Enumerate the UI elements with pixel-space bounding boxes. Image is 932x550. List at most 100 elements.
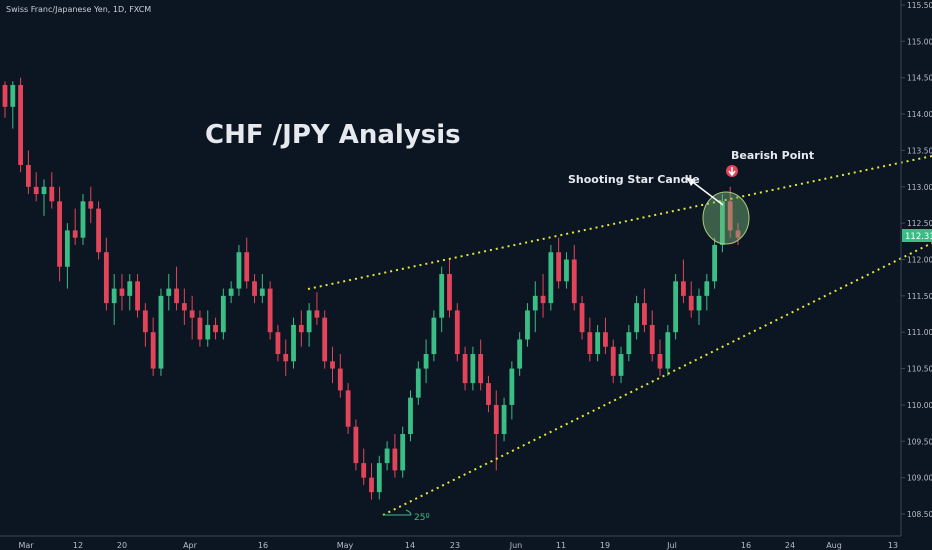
candle-body [525,310,530,340]
candle-body [400,434,406,471]
candle-body [25,164,31,187]
candle-body [174,288,179,304]
candle-body [96,208,101,253]
candle-body [64,230,70,267]
x-tick-label: 13 [888,541,898,550]
bearish-arrow-icon [728,167,736,177]
candle-body [158,295,164,369]
y-tick-label: 114.500 [907,74,932,83]
y-tick-label: 114.000 [907,110,932,119]
x-tick-label: Aug [826,541,842,550]
candle-body [322,317,328,362]
candle-body [298,324,304,333]
candle-body [369,477,374,493]
x-tick-label: 19 [600,541,610,550]
upper-trendline [307,155,932,290]
x-tick-label: Jul [666,541,677,550]
candle-body [665,332,671,369]
price-tag-background [902,229,932,242]
candle-body [408,397,413,435]
candle-body [657,354,663,369]
candle-body [72,230,78,238]
candle-body [205,324,211,340]
x-tick-label: 24 [785,541,795,550]
candle-body [384,448,390,464]
candle-body [361,463,367,478]
candle-body [642,303,647,325]
candle-body [626,332,632,355]
symbol-header: Swiss Franc/Japanese Yen, 1D, FXCM [6,5,151,14]
candle-body [431,317,437,355]
candle-body [720,201,725,245]
candle-body [696,295,702,311]
candle-body [275,332,281,355]
x-tick-label: May [337,541,354,550]
candle-body [681,281,686,296]
x-tick-label: Jun [509,541,523,550]
candle-body [603,332,608,347]
candle-body [220,295,226,333]
candle-body [181,303,187,311]
y-tick-label: 110.000 [907,401,932,410]
candle-body [228,288,234,296]
y-tick-label: 113.000 [907,183,932,192]
candle-body [135,281,140,311]
candle-body [470,354,476,384]
shooting-star-arrow [689,179,724,206]
x-tick-label: 16 [741,541,751,550]
x-tick-label: 23 [450,541,460,550]
candle-body [548,252,554,304]
candle-body [392,448,398,471]
lower-trendline [382,242,932,516]
candle-body [244,252,250,282]
candle-body [462,354,468,384]
y-tick-label: 115.000 [907,37,932,46]
candle-body [57,201,62,267]
candle-body [10,84,16,107]
candle-body [252,281,257,296]
candle-body [189,310,195,318]
candle-body [610,346,616,376]
candle-body [267,288,273,333]
candle-body [509,368,515,405]
candle-body [735,230,741,238]
candle-body [259,288,265,296]
candle-body [532,295,538,311]
candle-body [634,303,640,333]
x-tick-label: 11 [556,541,566,550]
candle-body [337,368,343,391]
candle-body [556,252,562,282]
candle-body [517,339,523,369]
candle-body [688,295,694,311]
candle-body [49,186,55,202]
candle-body [213,324,218,333]
candle-body [727,201,733,231]
y-tick-label: 110.500 [907,365,932,374]
y-tick-label: 113.500 [907,146,932,155]
candle-body [439,274,445,318]
x-tick-label: Mar [18,541,34,550]
x-tick-label: 16 [258,541,268,550]
candle-body [111,288,117,304]
candle-body [291,324,296,362]
candle-body [306,310,312,333]
candle-body [88,201,94,209]
candle-body [564,259,569,282]
y-tick-label: 109.000 [907,474,932,483]
candle-body [579,303,585,333]
candle-body [236,252,242,289]
x-tick-label: 14 [405,541,415,550]
candle-body [540,295,546,304]
candle-body [127,281,133,296]
angle-mark-arc [405,509,412,516]
chart-title: CHF /JPY Analysis [205,120,461,150]
x-tick-label: 12 [73,541,83,550]
angle-label: 25º [414,513,430,523]
x-tick-label: Apr [183,541,198,550]
candle-body [587,332,593,355]
candle-body [41,186,47,195]
price-tag-label: 112.313 [905,232,932,242]
candle-body [478,354,484,384]
y-tick-label: 111.000 [907,328,932,337]
